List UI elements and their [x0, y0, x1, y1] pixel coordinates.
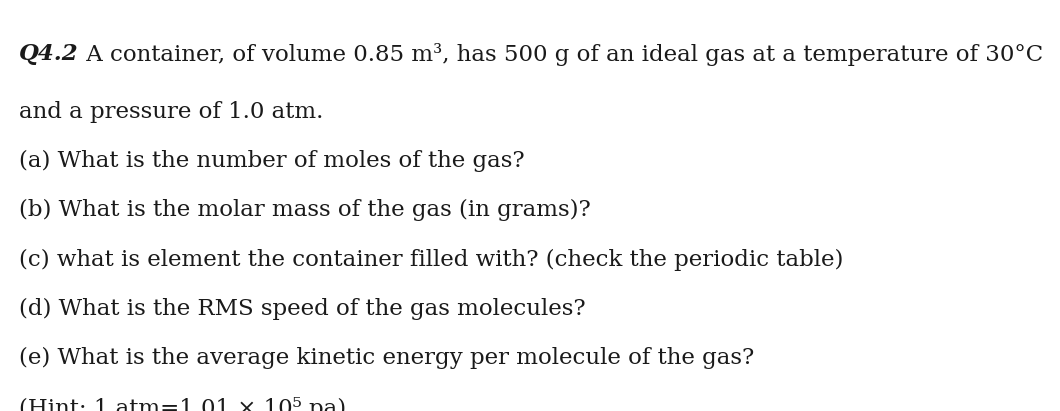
Text: (b) What is the molar mass of the gas (in grams)?: (b) What is the molar mass of the gas (i…: [19, 199, 590, 222]
Text: A container, of volume 0.85 m³, has 500 g of an ideal gas at a temperature of 30: A container, of volume 0.85 m³, has 500 …: [78, 43, 1043, 66]
Text: Q4.2: Q4.2: [19, 43, 78, 65]
Text: and a pressure of 1.0 atm.: and a pressure of 1.0 atm.: [19, 101, 323, 123]
Text: (d) What is the RMS speed of the gas molecules?: (d) What is the RMS speed of the gas mol…: [19, 298, 586, 320]
Text: (e) What is the average kinetic energy per molecule of the gas?: (e) What is the average kinetic energy p…: [19, 347, 755, 369]
Text: (c) what is element the container filled with? (check the periodic table): (c) what is element the container filled…: [19, 249, 844, 271]
Text: (a) What is the number of moles of the gas?: (a) What is the number of moles of the g…: [19, 150, 525, 172]
Text: (Hint: 1 atm=1.01 × 10⁵ pa): (Hint: 1 atm=1.01 × 10⁵ pa): [19, 397, 347, 411]
